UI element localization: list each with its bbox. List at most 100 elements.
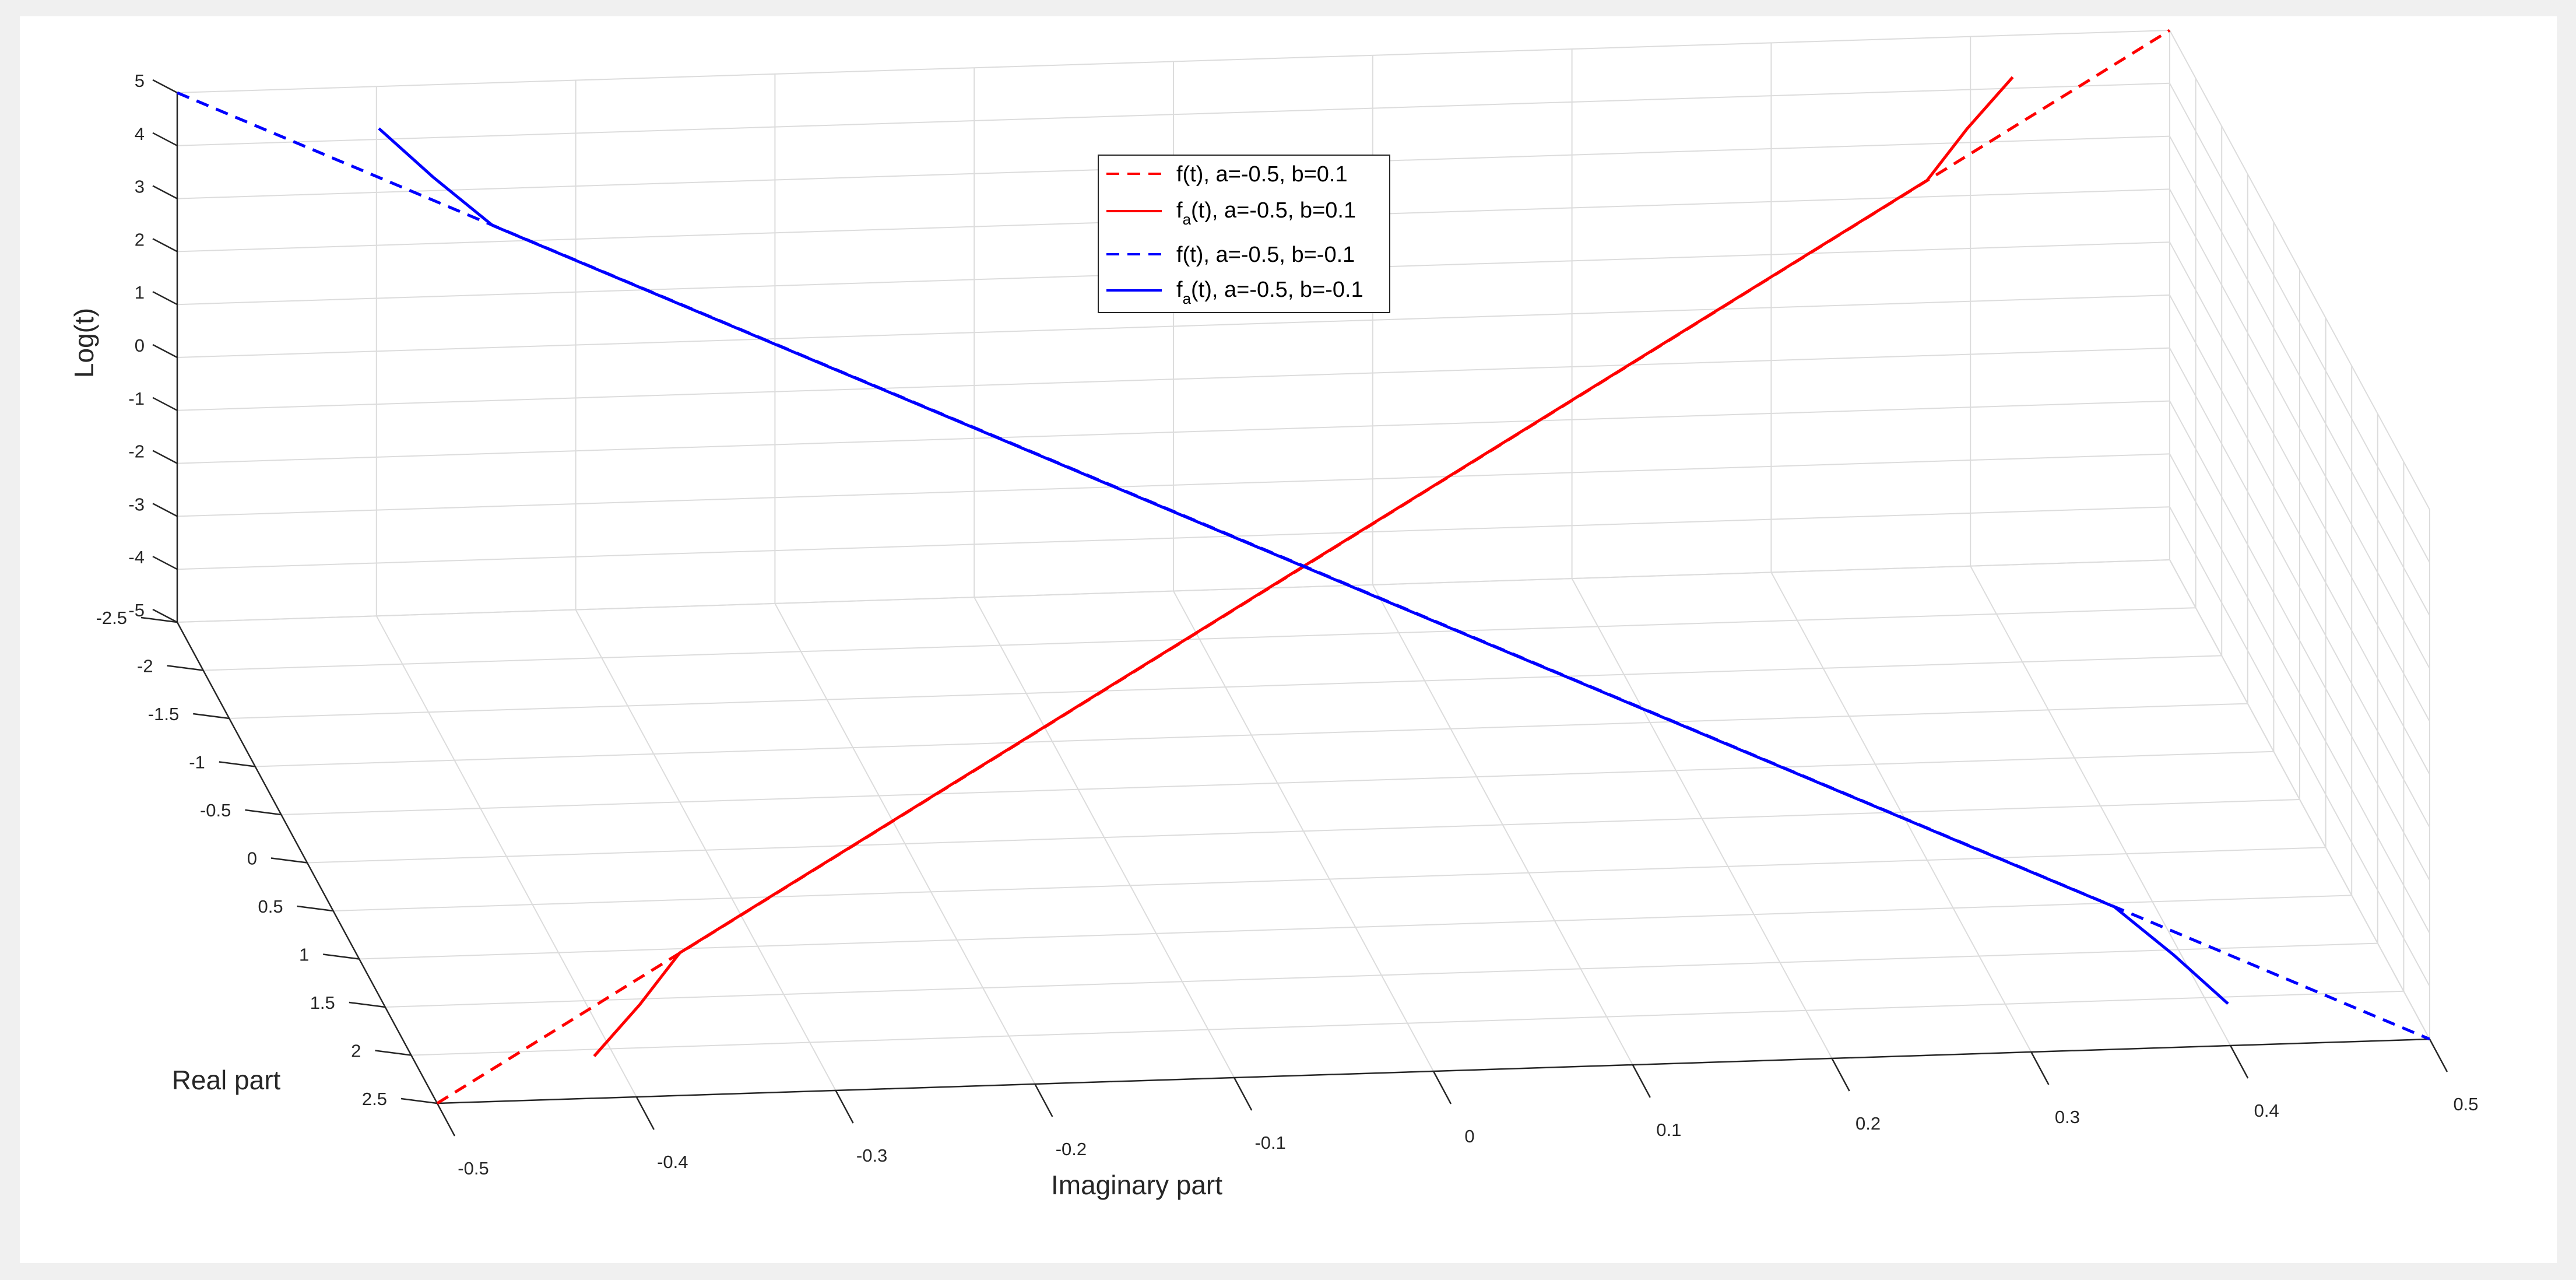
y-tick [270, 857, 308, 864]
x-tick [1432, 1071, 1452, 1104]
grid-line [385, 942, 2378, 1008]
x-tick [835, 1090, 854, 1124]
legend-label-subscript: a [1183, 211, 1192, 228]
x-tick [635, 1096, 655, 1130]
legend-label-base: f [1176, 278, 1183, 302]
y-tick-label: -0.5 [200, 800, 231, 820]
y-tick-label: 2.5 [362, 1089, 387, 1109]
z-tick-label: 0 [135, 335, 145, 356]
z-tick-label: 1 [135, 282, 145, 303]
z-tick [152, 185, 178, 199]
axes [140, 79, 2448, 1137]
x-tick-label: 0.3 [2055, 1107, 2080, 1127]
grid-line [255, 703, 2248, 767]
grid-line [2169, 559, 2430, 1040]
y-tick-label: -1 [189, 752, 205, 773]
z-tick [152, 238, 178, 253]
grid-line [2169, 506, 2430, 987]
grid-line [177, 506, 2170, 570]
legend-entry: f(t), a=-0.5, b=0.1 [1106, 162, 1348, 187]
grid-line [177, 30, 2170, 93]
y-tick [245, 809, 282, 816]
grid-line [177, 347, 2170, 411]
grid-line [2169, 348, 2430, 828]
x-axis-label: Imaginary part [1051, 1170, 1222, 1200]
z-tick [152, 291, 178, 306]
z-tick [152, 343, 178, 359]
grid-line [333, 847, 2326, 911]
grid-line [177, 82, 2170, 146]
legend-label-subscript: a [1183, 290, 1192, 307]
legend-label: f(t), a=-0.5, b=0.1 [1176, 162, 1348, 187]
y-tick [400, 1097, 438, 1104]
grid-line [177, 400, 2170, 464]
x-tick-label: 0.1 [1656, 1120, 1681, 1140]
legend-label: fa(t), a=-0.5, b=0.1 [1176, 198, 1356, 228]
y-axis-label: Real part [172, 1065, 281, 1095]
x-tick [2429, 1039, 2448, 1072]
grid-line [281, 751, 2274, 815]
z-tick-label: 3 [135, 177, 145, 197]
legend-label: f(t), a=-0.5, b=-0.1 [1176, 243, 1355, 267]
grid-line [307, 799, 2300, 864]
x-tick [1034, 1083, 1053, 1117]
y-tick [323, 953, 360, 960]
grid-line [2169, 136, 2430, 616]
y-tick-label: 0 [247, 848, 257, 869]
z-tick-label: 2 [135, 229, 145, 250]
legend-label-rest: (t), a=-0.5, b=-0.1 [1191, 278, 1363, 302]
z-tick-label: 4 [135, 124, 145, 144]
x-tick [2030, 1051, 2050, 1085]
x-tick [436, 1103, 456, 1137]
x-tick-label: -0.3 [856, 1145, 887, 1166]
grid-line [2169, 30, 2430, 510]
z-tick-label: -3 [128, 494, 145, 514]
y-tick [219, 761, 255, 767]
y-tick-label: 1.5 [310, 993, 335, 1013]
z-tick [152, 450, 178, 464]
y-tick [375, 1050, 412, 1056]
y-tick-label: 1 [299, 945, 309, 965]
legend-entry: f(t), a=-0.5, b=-0.1 [1106, 243, 1355, 267]
x-tick-label: -0.5 [458, 1158, 489, 1179]
grid-line [359, 895, 2352, 960]
grid-line [2169, 453, 2430, 934]
y-tick-label: -2.5 [96, 608, 127, 628]
legend-box [1098, 155, 1390, 313]
z-tick-label: -4 [128, 547, 145, 567]
x-tick-label: 0 [1464, 1126, 1474, 1146]
y-tick [140, 616, 178, 623]
legend-label: fa(t), a=-0.5, b=-0.1 [1176, 278, 1363, 307]
z-tick [152, 132, 178, 146]
x-tick-label: 0.5 [2453, 1094, 2478, 1114]
x-tick [1233, 1077, 1253, 1111]
grid-line [2169, 401, 2430, 881]
y-tick-label: -2 [137, 656, 153, 676]
x-tick-label: -0.2 [1056, 1139, 1087, 1159]
y-tick [349, 1001, 385, 1008]
grid-line [177, 559, 2170, 623]
y-tick [297, 905, 333, 912]
legend-entry: fa(t), a=-0.5, b=0.1 [1106, 198, 1356, 228]
x-tick-label: 0.4 [2254, 1100, 2279, 1121]
x-tick-label: 0.2 [1855, 1113, 1881, 1134]
series [177, 29, 2430, 1105]
grid-line [411, 990, 2404, 1056]
legend-entry: fa(t), a=-0.5, b=-0.1 [1106, 278, 1363, 307]
y-tick [167, 665, 203, 671]
grid-line [177, 294, 2170, 358]
legend: f(t), a=-0.5, b=0.1 fa(t), a=-0.5, b=0.1… [1098, 155, 1390, 313]
grid-line [2169, 83, 2430, 563]
z-tick-label: 5 [135, 71, 145, 91]
z-tick-label: -1 [128, 388, 145, 409]
z-tick [152, 79, 178, 94]
z-tick [152, 608, 178, 623]
grid-line [177, 453, 2170, 517]
x-tick-label: -0.4 [657, 1152, 688, 1172]
z-tick [152, 397, 178, 411]
y-tick [193, 713, 230, 720]
y-tick-label: 0.5 [258, 896, 283, 917]
z-tick [152, 556, 178, 570]
